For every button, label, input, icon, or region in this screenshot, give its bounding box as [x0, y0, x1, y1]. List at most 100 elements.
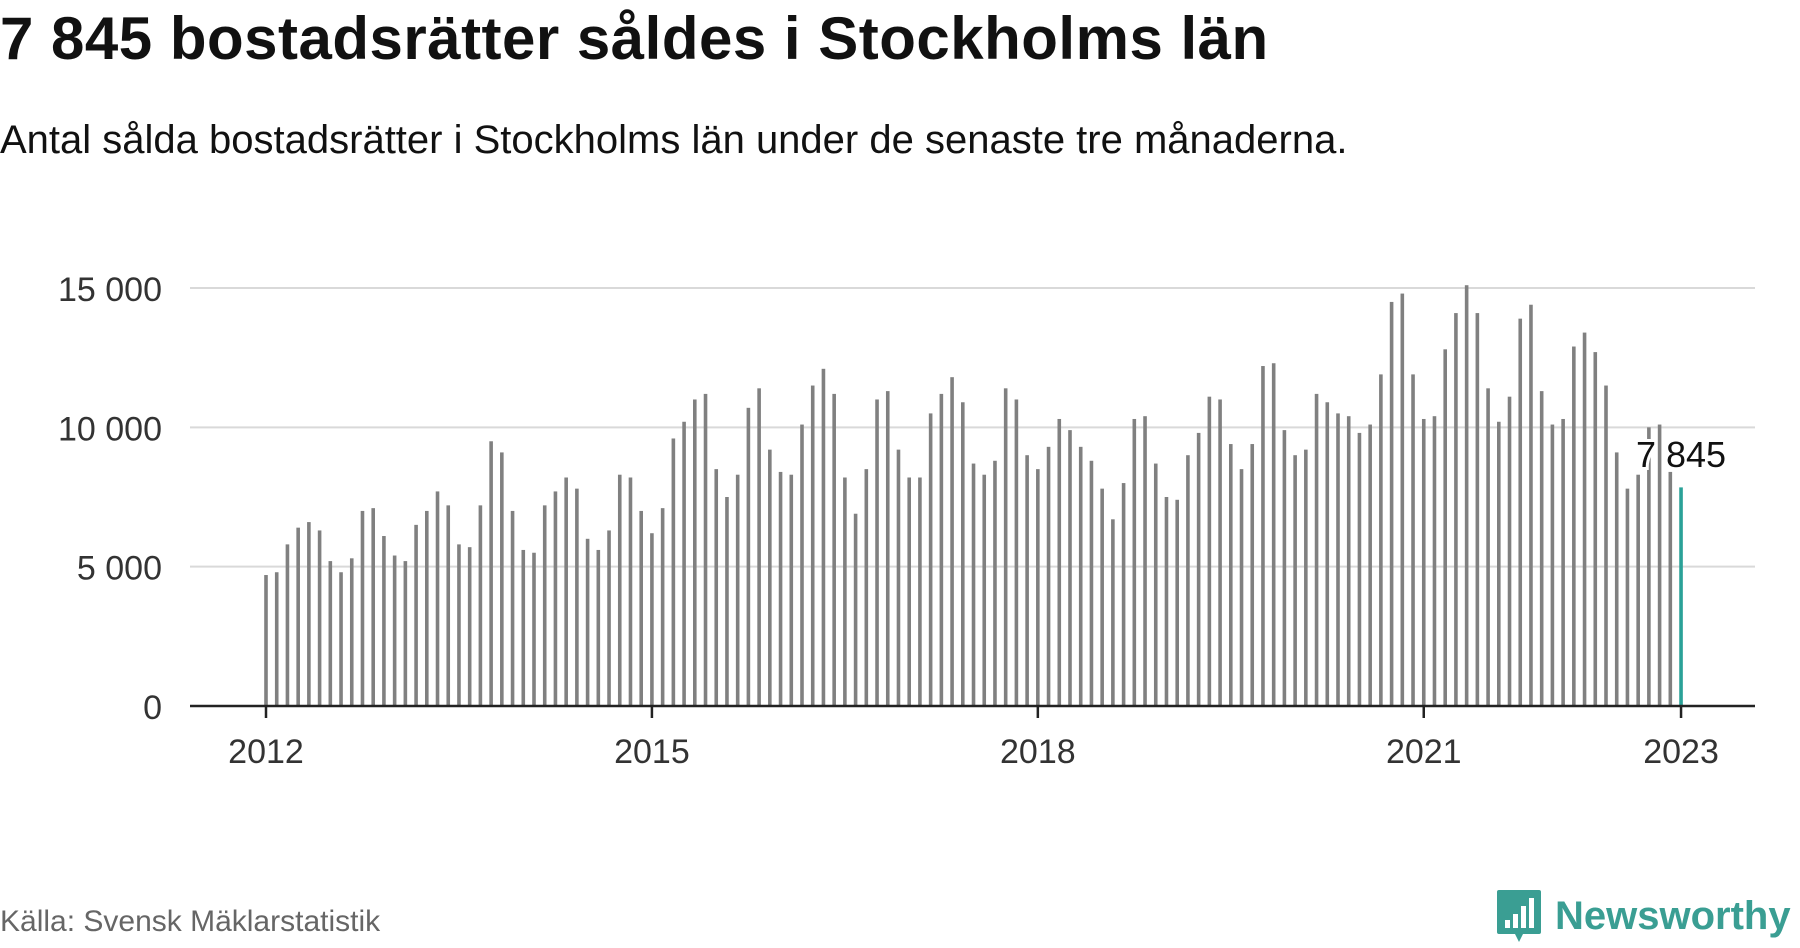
- bar: [1271, 363, 1276, 706]
- bar: [349, 558, 354, 706]
- chart-subtitle: Antal sålda bostadsrätter i Stockholms l…: [0, 118, 1348, 162]
- bar: [1497, 421, 1501, 706]
- bar: [896, 449, 901, 706]
- bar: [317, 530, 322, 706]
- bar: [1175, 499, 1179, 706]
- bar: [864, 469, 869, 706]
- brand-logo: Newsworthy: [1495, 888, 1791, 944]
- bar: [1143, 416, 1147, 706]
- bar: [746, 407, 751, 706]
- bar: [1657, 424, 1662, 706]
- bar: [1529, 304, 1533, 706]
- bar: [285, 544, 290, 706]
- bar: [510, 510, 515, 706]
- bar: [1647, 427, 1651, 706]
- bar: [596, 549, 601, 706]
- bar: [1003, 388, 1008, 706]
- bar: [628, 477, 633, 706]
- bar: [725, 497, 729, 706]
- bar: [564, 477, 568, 706]
- bar: [575, 488, 579, 706]
- bar: [1561, 418, 1565, 706]
- bar: [671, 438, 676, 706]
- x-tick-label: 2023: [1643, 733, 1719, 771]
- bar: [1518, 318, 1523, 706]
- bar: [1121, 483, 1126, 706]
- bar: [1507, 396, 1512, 706]
- bar: [307, 522, 311, 706]
- bar: [414, 524, 418, 706]
- bar: [542, 505, 547, 706]
- bar: [1336, 413, 1340, 706]
- bar: [993, 460, 997, 706]
- bar: [1304, 449, 1308, 706]
- bar: [1325, 402, 1330, 706]
- bar: [489, 441, 493, 706]
- bar: [757, 388, 761, 706]
- bar: [328, 561, 333, 706]
- bar: [1593, 352, 1598, 706]
- bar: [467, 547, 472, 706]
- bar: [1261, 366, 1265, 706]
- bar: [1421, 418, 1426, 706]
- bar: [1379, 374, 1383, 706]
- bar: [553, 491, 558, 706]
- axes: [190, 704, 1755, 718]
- bar: [843, 477, 847, 706]
- bar: [1550, 424, 1555, 706]
- bar: [1111, 519, 1115, 706]
- bar: [1636, 474, 1640, 706]
- newsworthy-logo-icon: [1497, 890, 1541, 942]
- bar: [1625, 488, 1630, 706]
- bar: [1464, 285, 1469, 706]
- bar: [735, 474, 740, 706]
- bar: [778, 471, 783, 706]
- bar: [360, 510, 365, 706]
- bar: [821, 368, 826, 706]
- bar: [1218, 399, 1222, 706]
- bar: [1411, 374, 1415, 706]
- x-tick-label: 2021: [1386, 733, 1462, 771]
- bar: [885, 391, 890, 706]
- bar: [1100, 488, 1104, 706]
- bar: [435, 491, 440, 706]
- bar: [1196, 432, 1201, 706]
- bar: [693, 399, 697, 706]
- bar: [650, 533, 654, 706]
- bar: [382, 536, 386, 706]
- bar: [928, 413, 933, 706]
- bar: [521, 549, 526, 706]
- bar: [500, 452, 504, 706]
- bar: [939, 393, 944, 706]
- source-note: Källa: Svensk Mäklarstatistik: [0, 905, 381, 938]
- y-tick-label: 0: [143, 689, 162, 727]
- bar: [1250, 444, 1255, 706]
- bar: [1164, 497, 1169, 706]
- x-tick-label: 2012: [228, 733, 304, 771]
- bars: [264, 285, 1683, 706]
- bar: [907, 477, 911, 706]
- bar: [274, 572, 279, 706]
- bar: [1368, 424, 1372, 706]
- bar: [1036, 469, 1040, 706]
- labels: 0 5 000 10 000 15 000 2012 2015 2018 2021 2023 7 …: [58, 271, 1729, 771]
- bar: [1025, 455, 1029, 706]
- bar: [1293, 455, 1297, 706]
- bar: [853, 513, 858, 706]
- bar: [392, 555, 397, 706]
- bar: [714, 469, 719, 706]
- x-tick-label: 2015: [614, 733, 690, 771]
- bar: [1229, 444, 1233, 706]
- bar: [800, 424, 804, 706]
- bar: [296, 527, 300, 706]
- chart-title: 7 845 bostadsrätter såldes i Stockholms …: [0, 5, 1269, 72]
- bar: [1614, 452, 1619, 706]
- bar: [1582, 332, 1587, 706]
- bar: [768, 449, 772, 706]
- bar: [1282, 430, 1287, 706]
- y-tick-label: 5 000: [77, 550, 162, 588]
- bar: [703, 393, 708, 706]
- highlight-value-label: 7 845: [1636, 434, 1726, 475]
- bar: [1454, 313, 1458, 706]
- bar: [478, 505, 483, 706]
